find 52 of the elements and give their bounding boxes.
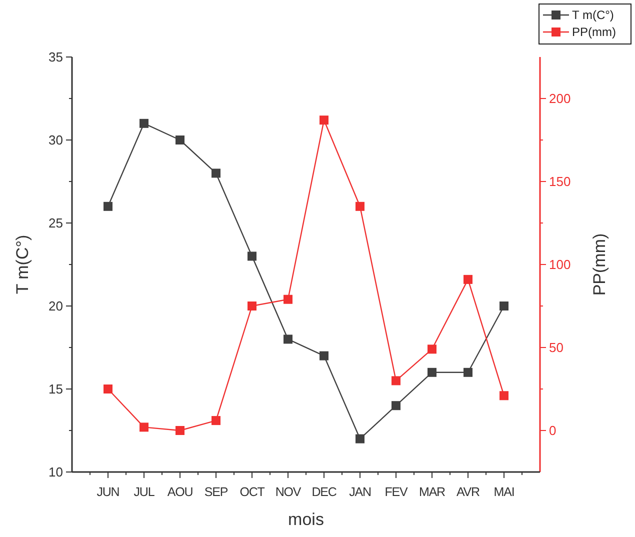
y-tick-label: 25: [48, 216, 63, 231]
point: [428, 344, 436, 354]
legend-label: T m(C°): [572, 8, 614, 22]
point: [500, 391, 508, 400]
y-tick-label: 35: [48, 50, 63, 65]
x-tick-label: FEV: [384, 485, 409, 499]
x-tick-label: JUN: [96, 485, 120, 499]
point: [104, 202, 112, 211]
point: [428, 368, 436, 377]
y2-tick-label: 150: [549, 174, 571, 190]
point: [392, 376, 400, 386]
point: [320, 351, 328, 360]
point: [140, 118, 148, 128]
y2-tick-label: 200: [549, 91, 571, 106]
x-tick-label: OCT: [240, 485, 266, 499]
point: [176, 426, 184, 435]
point: [284, 294, 292, 304]
point: [248, 302, 256, 310]
point: [248, 252, 256, 261]
x-tick-label: AOU: [167, 485, 194, 499]
x-tick-label: MAI: [494, 485, 514, 499]
y-axis-title: T m(C°): [13, 234, 32, 294]
point: [212, 416, 220, 426]
y2-axis-title: PP(mm): [590, 233, 609, 296]
point: [464, 274, 472, 284]
point: [392, 401, 400, 410]
x-tick-label: DEC: [312, 485, 337, 499]
y2-tick-label: 100: [549, 257, 571, 272]
x-tick-label: NOV: [275, 485, 302, 499]
x-tick-label: MAR: [419, 485, 446, 499]
point: [356, 202, 364, 211]
x-tick-label: JAN: [349, 485, 372, 499]
y2-tick-label: 0: [549, 423, 556, 438]
y-tick-label: 30: [48, 132, 63, 148]
point: [140, 422, 148, 432]
legend-label: PP(mm): [572, 25, 616, 40]
point: [176, 136, 184, 144]
point: [356, 434, 364, 444]
y-tick-label: 10: [48, 464, 63, 480]
x-tick-label: AVR: [456, 485, 480, 499]
y-tick-label: 20: [48, 298, 63, 314]
x-axis-title: mois: [288, 510, 324, 529]
point: [500, 302, 508, 310]
y-tick-label: 15: [48, 382, 63, 397]
point: [320, 116, 328, 125]
x-tick-label: SEP: [204, 485, 228, 499]
x-tick-label: JUL: [134, 485, 155, 499]
point: [464, 368, 472, 377]
point: [284, 334, 292, 344]
point: [212, 168, 220, 178]
y2-tick-label: 50: [549, 340, 564, 356]
point: [104, 384, 112, 394]
